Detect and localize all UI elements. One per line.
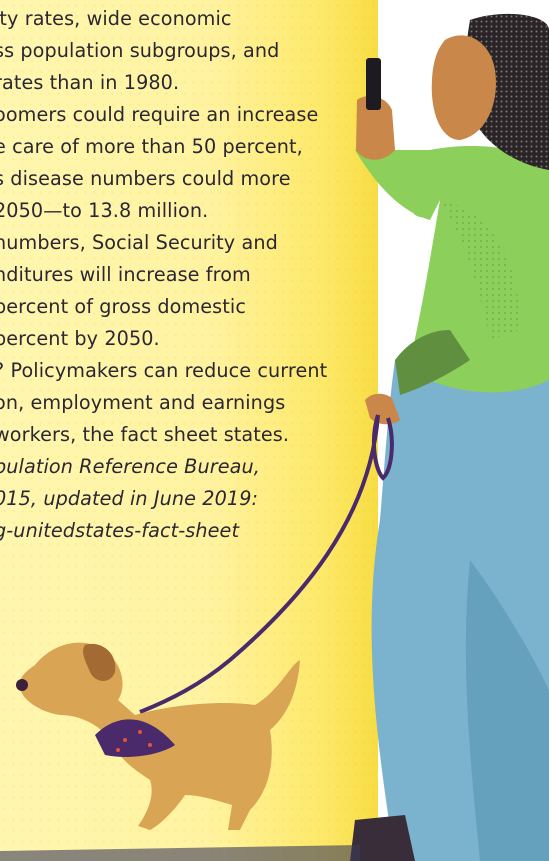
ground: [0, 845, 360, 861]
article-text: ity rates, wide economic ss population s…: [0, 3, 334, 547]
leash-icon: [139, 414, 380, 714]
text-line: percent of gross domestic: [0, 295, 246, 318]
dog-icon: [16, 642, 301, 830]
woman-head: [431, 13, 549, 170]
text-line: workers, the fact sheet states.: [0, 423, 290, 446]
text-line: numbers, Social Security and: [0, 231, 278, 254]
text-line: nditures will increase from: [0, 263, 251, 286]
text-line: oomers could require an increase: [0, 103, 319, 126]
text-line: percent by 2050.: [0, 327, 160, 350]
text-line: ss population subgroups, and: [0, 39, 280, 62]
phone-icon: [366, 58, 381, 110]
woman-raised-arm: [356, 58, 395, 160]
text-line: e care of more than 50 percent,: [0, 135, 303, 158]
source-url: g-unitedstates-fact-sheet: [0, 519, 240, 542]
text-line: s disease numbers could more: [0, 167, 291, 190]
woman-arm: [365, 393, 400, 425]
text-line: rates than in 1980.: [0, 71, 180, 94]
text-line: on, employment and earnings: [0, 391, 286, 414]
woman-sweater: [355, 140, 549, 395]
source-line: 015, updated in June 2019:: [0, 487, 259, 510]
source-line: pulation Reference Bureau,: [0, 455, 260, 478]
text-line: ? Policymakers can reduce current: [0, 359, 328, 382]
text-line: ity rates, wide economic: [0, 7, 232, 30]
text-line: 2050—to 13.8 million.: [0, 199, 209, 222]
woman-pants: [350, 356, 549, 861]
